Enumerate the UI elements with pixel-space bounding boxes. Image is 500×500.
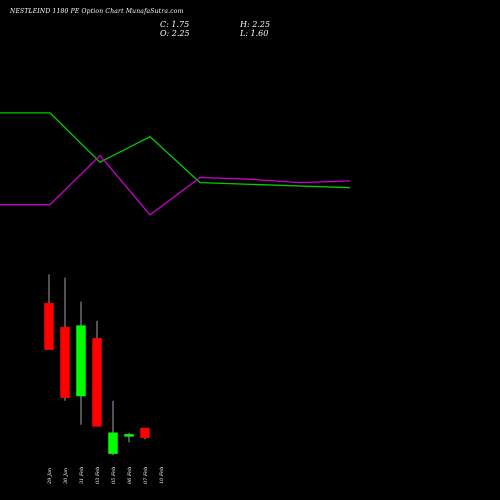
close-value: C: 1.75	[160, 20, 190, 29]
x-tick-label: 10 Feb	[159, 467, 165, 484]
candle-body	[60, 326, 70, 398]
high-value: H: 2.25	[240, 20, 271, 29]
x-tick-label: 07 Feb	[143, 467, 149, 484]
low-value: L: 1.60	[240, 29, 269, 38]
x-tick-label: 29 Jan	[47, 468, 53, 485]
chart-title: NESTLEIND 1180 PE Option Chart MunafaSut…	[10, 8, 184, 15]
candle-body	[76, 325, 86, 397]
candle-body	[92, 338, 102, 427]
indicator-line-1	[0, 112, 351, 189]
candle-body	[140, 427, 150, 438]
x-tick-label: 06 Feb	[127, 467, 133, 484]
x-tick-label: 31 Feb	[79, 467, 85, 484]
x-tick-label: 03 Feb	[95, 467, 101, 484]
candle-body	[108, 432, 118, 454]
open-value: O: 2.25	[160, 29, 190, 38]
candle-body	[44, 302, 54, 350]
x-tick-label: 05 Feb	[111, 467, 117, 484]
indicator-line-2	[0, 154, 351, 216]
x-tick-label: 30 Jan	[63, 468, 69, 484]
candle-body	[124, 434, 134, 437]
